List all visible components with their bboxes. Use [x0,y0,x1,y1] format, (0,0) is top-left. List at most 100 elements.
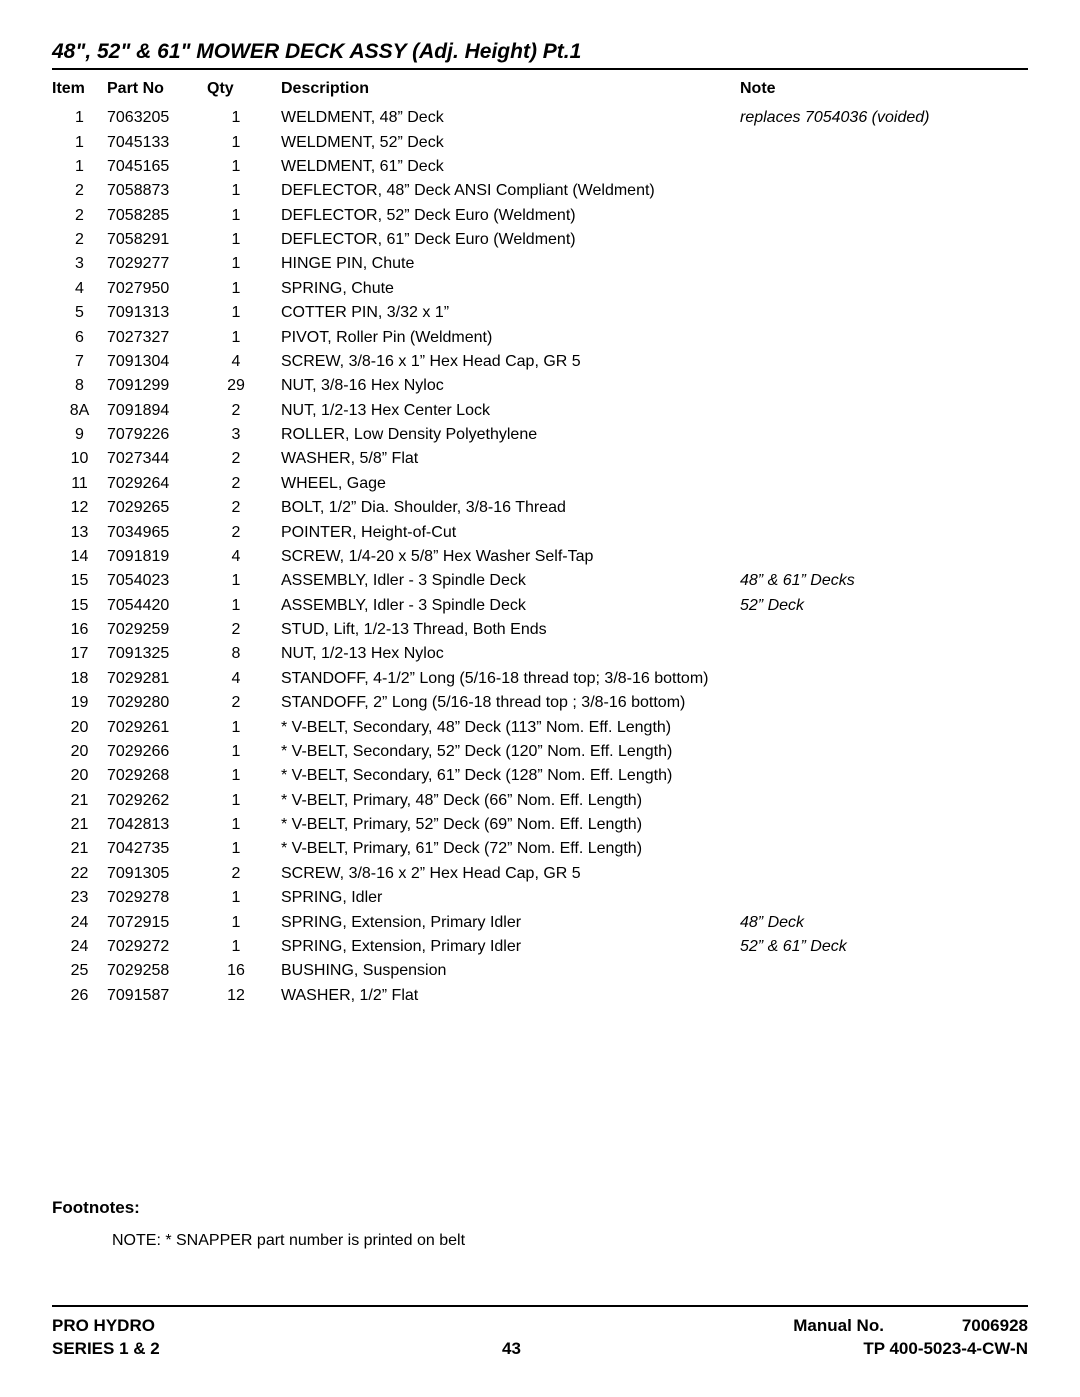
cell-item: 15 [52,569,107,593]
parts-table: Item Part No Qty Description Note 170632… [52,70,1028,1008]
cell-part-no: 7029277 [107,252,207,276]
cell-qty: 1 [207,837,265,861]
table-row: 970792263ROLLER, Low Density Polyethylen… [52,423,1028,447]
cell-qty: 1 [207,740,265,764]
cell-qty: 1 [207,813,265,837]
table-row: 370292771HINGE PIN, Chute [52,252,1028,276]
cell-part-no: 7091304 [107,350,207,374]
cell-description: * V-BELT, Primary, 61” Deck (72” Nom. Ef… [265,837,740,861]
cell-qty: 1 [207,910,265,934]
table-row: 270582851DEFLECTOR, 52” Deck Euro (Weldm… [52,204,1028,228]
cell-note [740,618,1028,642]
cell-note [740,984,1028,1008]
cell-item: 23 [52,886,107,910]
cell-qty: 3 [207,423,265,447]
cell-description: WHEEL, Gage [265,472,740,496]
cell-description: SCREW, 3/8-16 x 2” Hex Head Cap, GR 5 [265,862,740,886]
cell-item: 21 [52,813,107,837]
cell-item: 2 [52,228,107,252]
cell-item: 18 [52,667,107,691]
cell-note [740,472,1028,496]
cell-part-no: 7054023 [107,569,207,593]
cell-qty: 1 [207,569,265,593]
cell-item: 5 [52,301,107,325]
footnote-text: NOTE: * SNAPPER part number is printed o… [112,1232,1028,1250]
table-row: 170632051WELDMENT, 48” Deckreplaces 7054… [52,106,1028,130]
table-row: 770913044SCREW, 3/8-16 x 1” Hex Head Cap… [52,350,1028,374]
footnotes-label: Footnotes: [52,1198,1028,1218]
cell-qty: 8 [207,642,265,666]
cell-description: WELDMENT, 48” Deck [265,106,740,130]
cell-note [740,325,1028,349]
footer-left-line2: SERIES 1 & 2 [52,1338,160,1361]
col-item-header: Item [52,70,107,106]
cell-note [740,374,1028,398]
cell-note [740,715,1028,739]
cell-qty: 1 [207,935,265,959]
cell-description: STANDOFF, 4-1/2” Long (5/16-18 thread to… [265,667,740,691]
cell-qty: 1 [207,301,265,325]
cell-qty: 1 [207,277,265,301]
cell-description: WELDMENT, 61” Deck [265,155,740,179]
cell-note: replaces 7054036 (voided) [740,106,1028,130]
cell-item: 1 [52,130,107,154]
cell-description: * V-BELT, Secondary, 61” Deck (128” Nom.… [265,764,740,788]
cell-description: SCREW, 3/8-16 x 1” Hex Head Cap, GR 5 [265,350,740,374]
cell-part-no: 7091894 [107,399,207,423]
cell-item: 6 [52,325,107,349]
cell-part-no: 7091819 [107,545,207,569]
cell-part-no: 7054420 [107,594,207,618]
cell-qty: 12 [207,984,265,1008]
cell-item: 11 [52,472,107,496]
cell-description: WELDMENT, 52” Deck [265,130,740,154]
table-row: 26709158712WASHER, 1/2” Flat [52,984,1028,1008]
table-row: 1370349652POINTER, Height-of-Cut [52,520,1028,544]
cell-item: 8 [52,374,107,398]
table-row: 2470729151SPRING, Extension, Primary Idl… [52,910,1028,934]
cell-note [740,301,1028,325]
cell-part-no: 7058291 [107,228,207,252]
cell-note [740,447,1028,471]
cell-part-no: 7029266 [107,740,207,764]
cell-qty: 29 [207,374,265,398]
cell-qty: 2 [207,447,265,471]
manual-no-value: 7006928 [938,1315,1028,1338]
cell-part-no: 7027327 [107,325,207,349]
cell-qty: 16 [207,959,265,983]
cell-qty: 1 [207,764,265,788]
table-row: 1570540231ASSEMBLY, Idler - 3 Spindle De… [52,569,1028,593]
cell-part-no: 7091305 [107,862,207,886]
cell-note [740,886,1028,910]
cell-part-no: 7027344 [107,447,207,471]
cell-note: 52” Deck [740,594,1028,618]
cell-item: 4 [52,277,107,301]
table-row: 2370292781SPRING, Idler [52,886,1028,910]
cell-item: 21 [52,837,107,861]
footer-left-line1: PRO HYDRO [52,1315,155,1338]
cell-description: * V-BELT, Primary, 48” Deck (66” Nom. Ef… [265,789,740,813]
cell-description: ASSEMBLY, Idler - 3 Spindle Deck [265,594,740,618]
cell-item: 2 [52,179,107,203]
cell-item: 1 [52,106,107,130]
table-row: 2170427351* V-BELT, Primary, 61” Deck (7… [52,837,1028,861]
cell-item: 8A [52,399,107,423]
cell-item: 9 [52,423,107,447]
cell-item: 1 [52,155,107,179]
cell-qty: 1 [207,325,265,349]
cell-qty: 2 [207,399,265,423]
cell-note [740,277,1028,301]
cell-part-no: 7029281 [107,667,207,691]
table-row: 1670292592STUD, Lift, 1/2-13 Thread, Bot… [52,618,1028,642]
cell-qty: 1 [207,179,265,203]
table-row: 2070292661* V-BELT, Secondary, 52” Deck … [52,740,1028,764]
cell-part-no: 7091587 [107,984,207,1008]
cell-qty: 2 [207,496,265,520]
table-row: 1770913258NUT, 1/2-13 Hex Nyloc [52,642,1028,666]
table-row: 8709129929NUT, 3/8-16 Hex Nyloc [52,374,1028,398]
table-row: 2070292611* V-BELT, Secondary, 48” Deck … [52,715,1028,739]
cell-note [740,837,1028,861]
cell-description: POINTER, Height-of-Cut [265,520,740,544]
table-row: 170451651WELDMENT, 61” Deck [52,155,1028,179]
manual-no-label: Manual No. [793,1315,933,1338]
cell-part-no: 7029280 [107,691,207,715]
